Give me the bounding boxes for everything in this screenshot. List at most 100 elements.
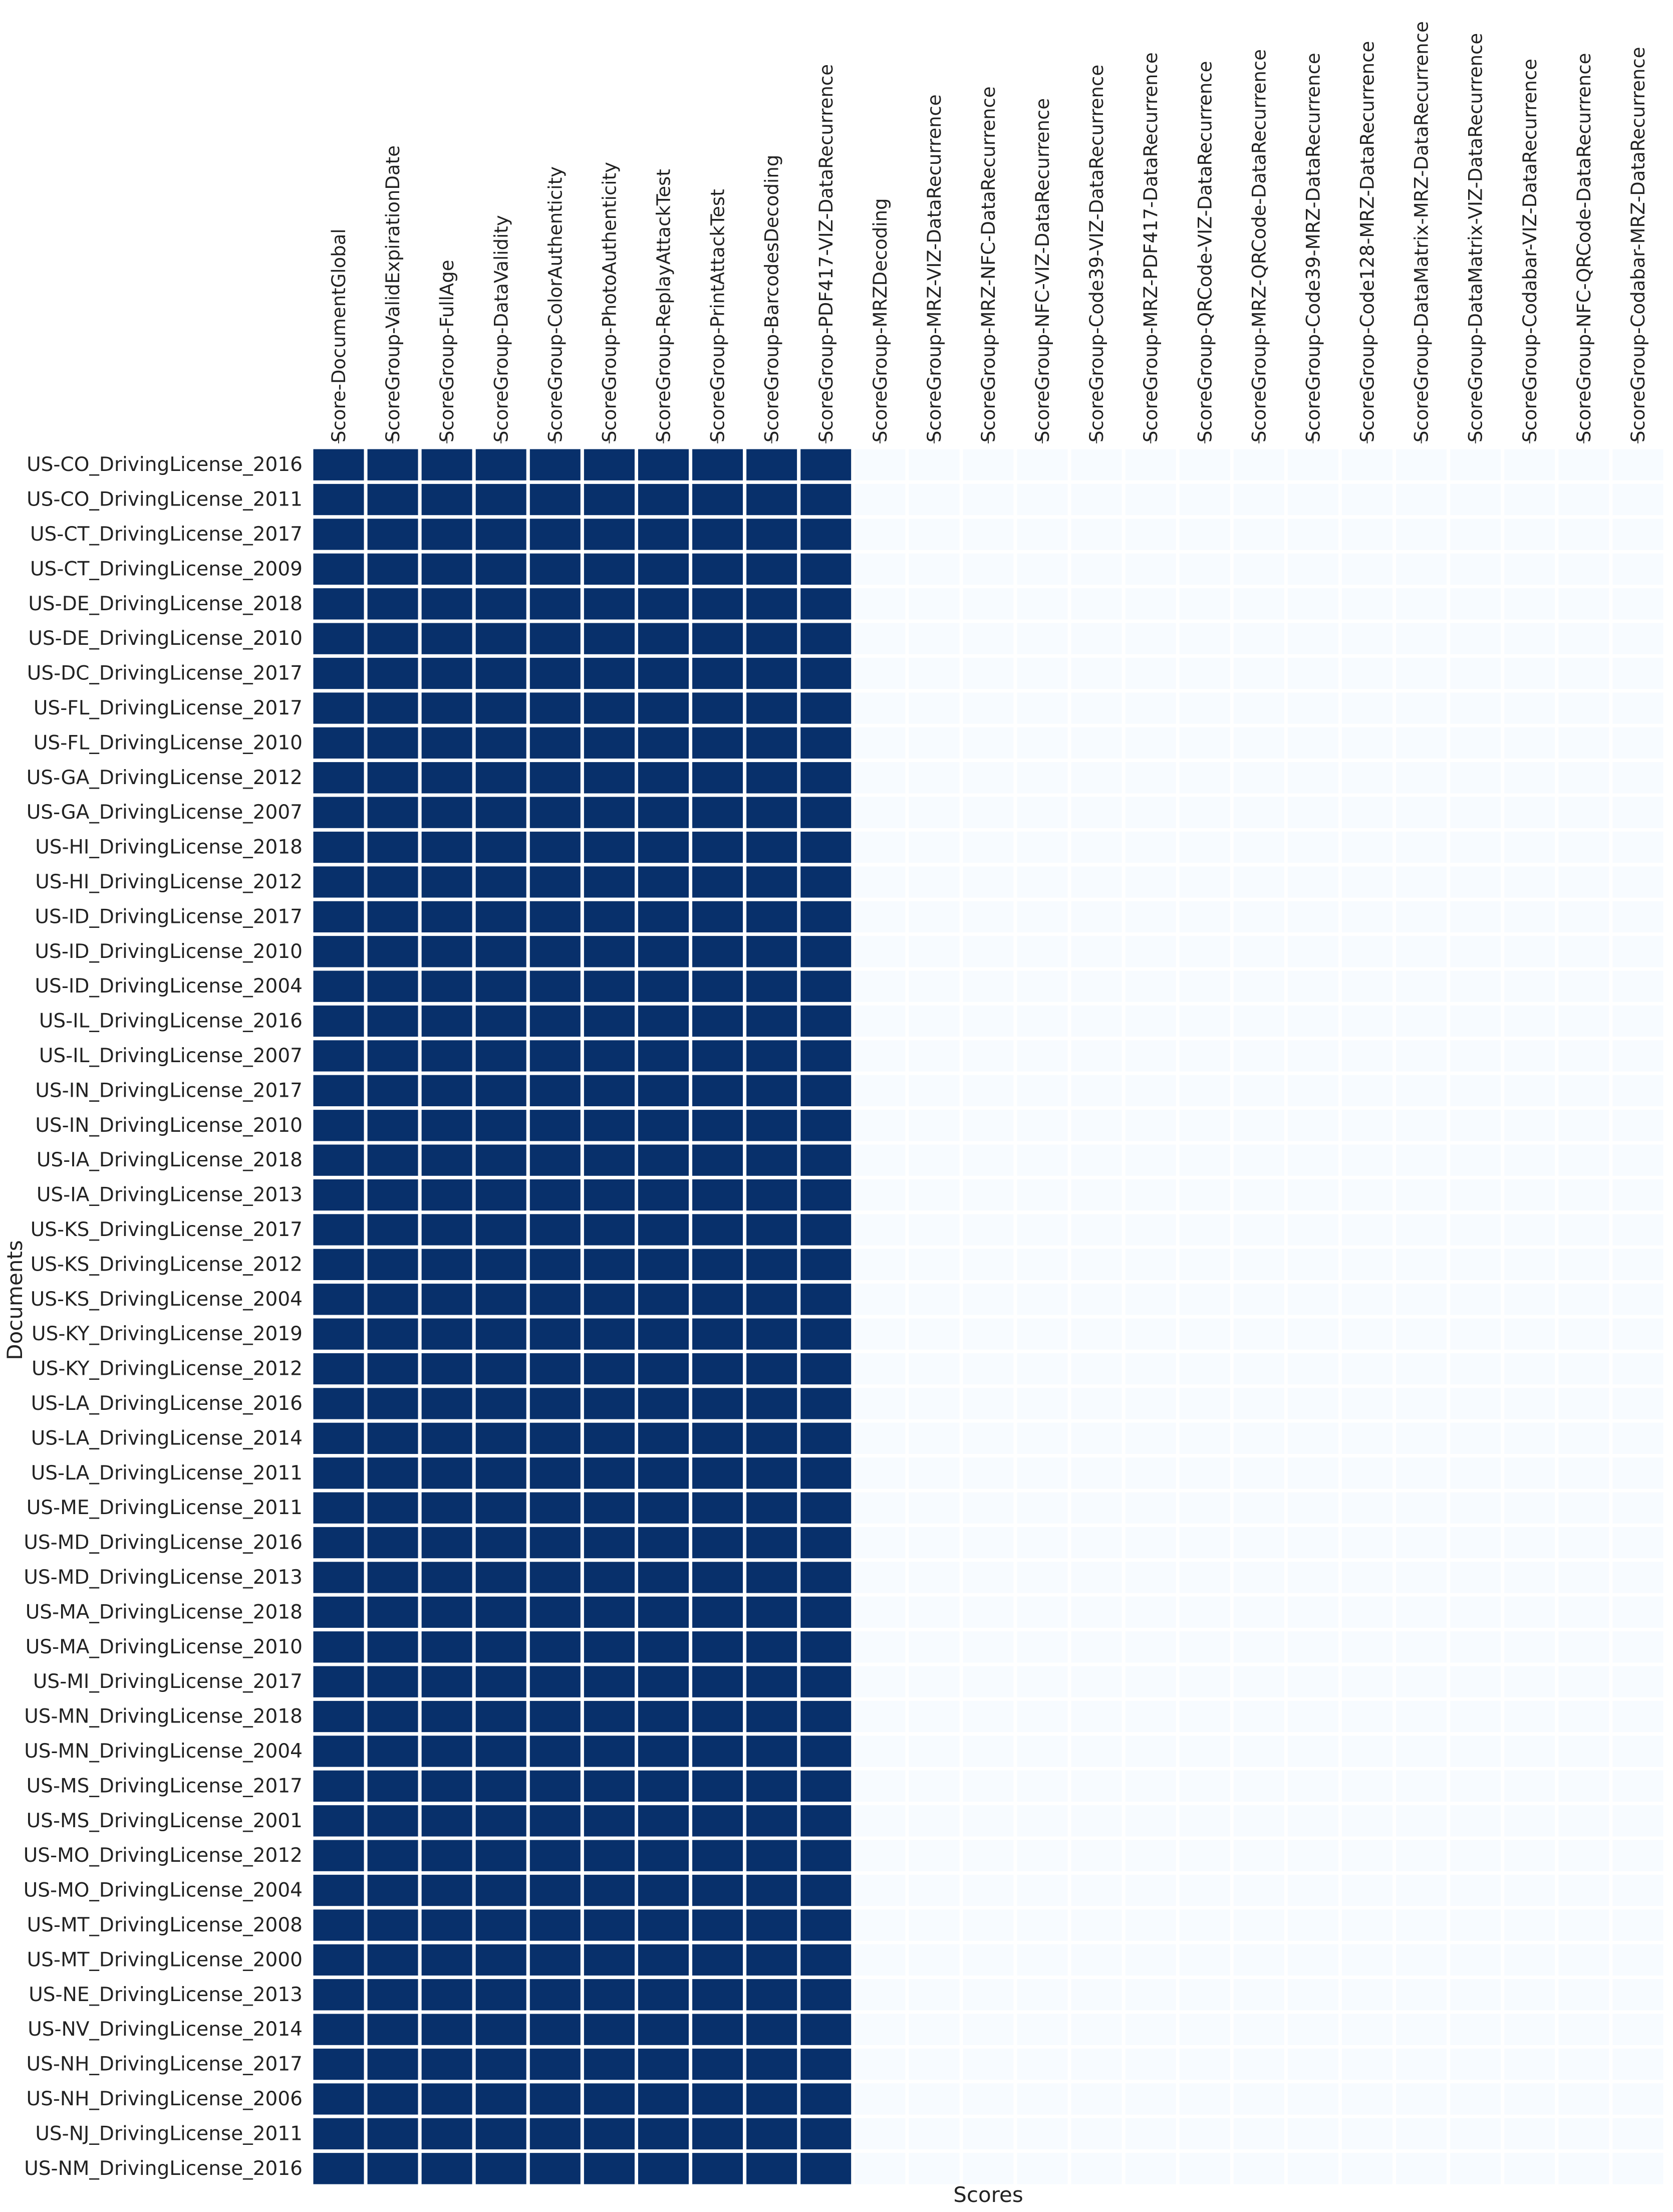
heatmap-cell: [472, 445, 530, 484]
heatmap-cell: [905, 1732, 963, 1771]
heatmap-cell: [634, 1349, 693, 1388]
heatmap-cell: [1609, 967, 1667, 1006]
heatmap-cell: [1338, 1002, 1397, 1041]
heatmap-cell: [580, 759, 638, 797]
heatmap-cell: [743, 1489, 801, 1527]
heatmap-cell: [959, 1940, 1017, 1980]
heatmap-cell: [1501, 515, 1559, 554]
heatmap-cell: [580, 1419, 638, 1458]
heatmap-cell: [1230, 793, 1288, 832]
heatmap-cell: [580, 863, 638, 901]
heatmap-cell: [851, 1976, 909, 2014]
heatmap-cell: [689, 1002, 747, 1041]
heatmap-cell: [1447, 1315, 1505, 1353]
heatmap-cell: [1392, 1802, 1451, 1840]
heatmap-cell: [689, 550, 747, 589]
heatmap-cell: [364, 1454, 422, 1493]
heatmap-cell: [1338, 1280, 1397, 1319]
heatmap-cell: [1609, 723, 1667, 763]
heatmap-cell: [634, 1002, 693, 1041]
heatmap-cell: [1555, 828, 1613, 867]
heatmap-cell: [1284, 585, 1342, 623]
heatmap-cell: [1122, 1106, 1180, 1145]
heatmap-cell: [1555, 619, 1613, 658]
heatmap-cell: [1609, 1071, 1667, 1110]
heatmap-cell: [580, 828, 638, 867]
y-tick-label: US-NE_DrivingLicense_2013: [29, 1984, 303, 2006]
heatmap-cell: [310, 828, 368, 867]
heatmap-cell: [1067, 1210, 1126, 1249]
heatmap-cell: [905, 2149, 963, 2188]
heatmap-cell: [580, 1071, 638, 1110]
heatmap-cell: [1392, 793, 1451, 832]
heatmap-cell: [310, 1454, 368, 1493]
heatmap-cell: [1501, 1489, 1559, 1527]
heatmap-cell: [1122, 1245, 1180, 1284]
heatmap-cell: [1555, 1662, 1613, 1701]
heatmap-cell: [418, 897, 476, 936]
heatmap-cell: [689, 1071, 747, 1110]
heatmap-cell: [634, 2149, 693, 2188]
heatmap-cell: [1609, 2080, 1667, 2118]
heatmap-cell: [743, 793, 801, 832]
heatmap-cell: [634, 550, 693, 589]
heatmap-cell: [526, 1558, 584, 1597]
heatmap-cell: [743, 1349, 801, 1388]
heatmap-cell: [1284, 1732, 1342, 1771]
heatmap-cell: [1501, 1454, 1559, 1493]
heatmap-cell: [1338, 1732, 1397, 1771]
heatmap-cell: [526, 1349, 584, 1388]
heatmap-cell: [1284, 1871, 1342, 1910]
heatmap-cell: [905, 1210, 963, 1249]
heatmap-cell: [310, 1662, 368, 1701]
heatmap-cell: [634, 1593, 693, 1632]
heatmap-cell: [1284, 1802, 1342, 1840]
heatmap-cell: [1392, 2114, 1451, 2153]
heatmap-cell: [797, 723, 855, 763]
x-tick-label: ScoreGroup-QRCode-VIZ-DataRecurrence: [1194, 61, 1216, 442]
heatmap-cell: [580, 1037, 638, 1075]
heatmap-cell: [1013, 1454, 1071, 1493]
heatmap-cell: [743, 2045, 801, 2084]
heatmap-cell: [1013, 932, 1071, 971]
heatmap-cell: [743, 723, 801, 763]
heatmap-cell: [797, 1871, 855, 1910]
heatmap-cell: [472, 932, 530, 971]
heatmap-cell: [1447, 1802, 1505, 1840]
heatmap-cell: [1447, 515, 1505, 554]
heatmap-cell: [1338, 1767, 1397, 1806]
heatmap-cell: [1176, 1349, 1234, 1388]
heatmap-cell: [1392, 1558, 1451, 1597]
heatmap-cell: [472, 1489, 530, 1527]
heatmap-cell: [851, 1489, 909, 1527]
heatmap-cell: [1338, 550, 1397, 589]
heatmap-cell: [1338, 445, 1397, 484]
heatmap-cell: [689, 1697, 747, 1736]
heatmap-cell: [1122, 1732, 1180, 1771]
heatmap-cell: [364, 1037, 422, 1075]
heatmap-cell: [580, 932, 638, 971]
heatmap-cell: [580, 689, 638, 727]
heatmap-cell: [472, 1802, 530, 1840]
y-tick-label: US-LA_DrivingLicense_2014: [31, 1427, 303, 1449]
y-tick-label: US-FL_DrivingLicense_2017: [34, 697, 303, 719]
heatmap-cell: [743, 654, 801, 693]
heatmap-cell: [1501, 1940, 1559, 1980]
heatmap-cell: [1067, 1906, 1126, 1944]
heatmap-cell: [905, 2045, 963, 2084]
heatmap-cell: [1067, 2080, 1126, 2118]
heatmap-cell: [1176, 897, 1234, 936]
heatmap-cell: [1501, 1732, 1559, 1771]
heatmap-cell: [959, 1175, 1017, 1214]
heatmap-cell: [1230, 2080, 1288, 2118]
heatmap-cell: [797, 1106, 855, 1145]
heatmap-cell: [634, 1315, 693, 1353]
heatmap-cell: [1067, 619, 1126, 658]
heatmap-cell: [1501, 1245, 1559, 1284]
heatmap-cell: [1338, 1489, 1397, 1527]
heatmap-cell: [797, 2080, 855, 2118]
heatmap-cell: [1284, 1976, 1342, 2014]
heatmap-cell: [418, 2080, 476, 2118]
heatmap-cell: [634, 1628, 693, 1666]
heatmap-cell: [689, 1836, 747, 1875]
